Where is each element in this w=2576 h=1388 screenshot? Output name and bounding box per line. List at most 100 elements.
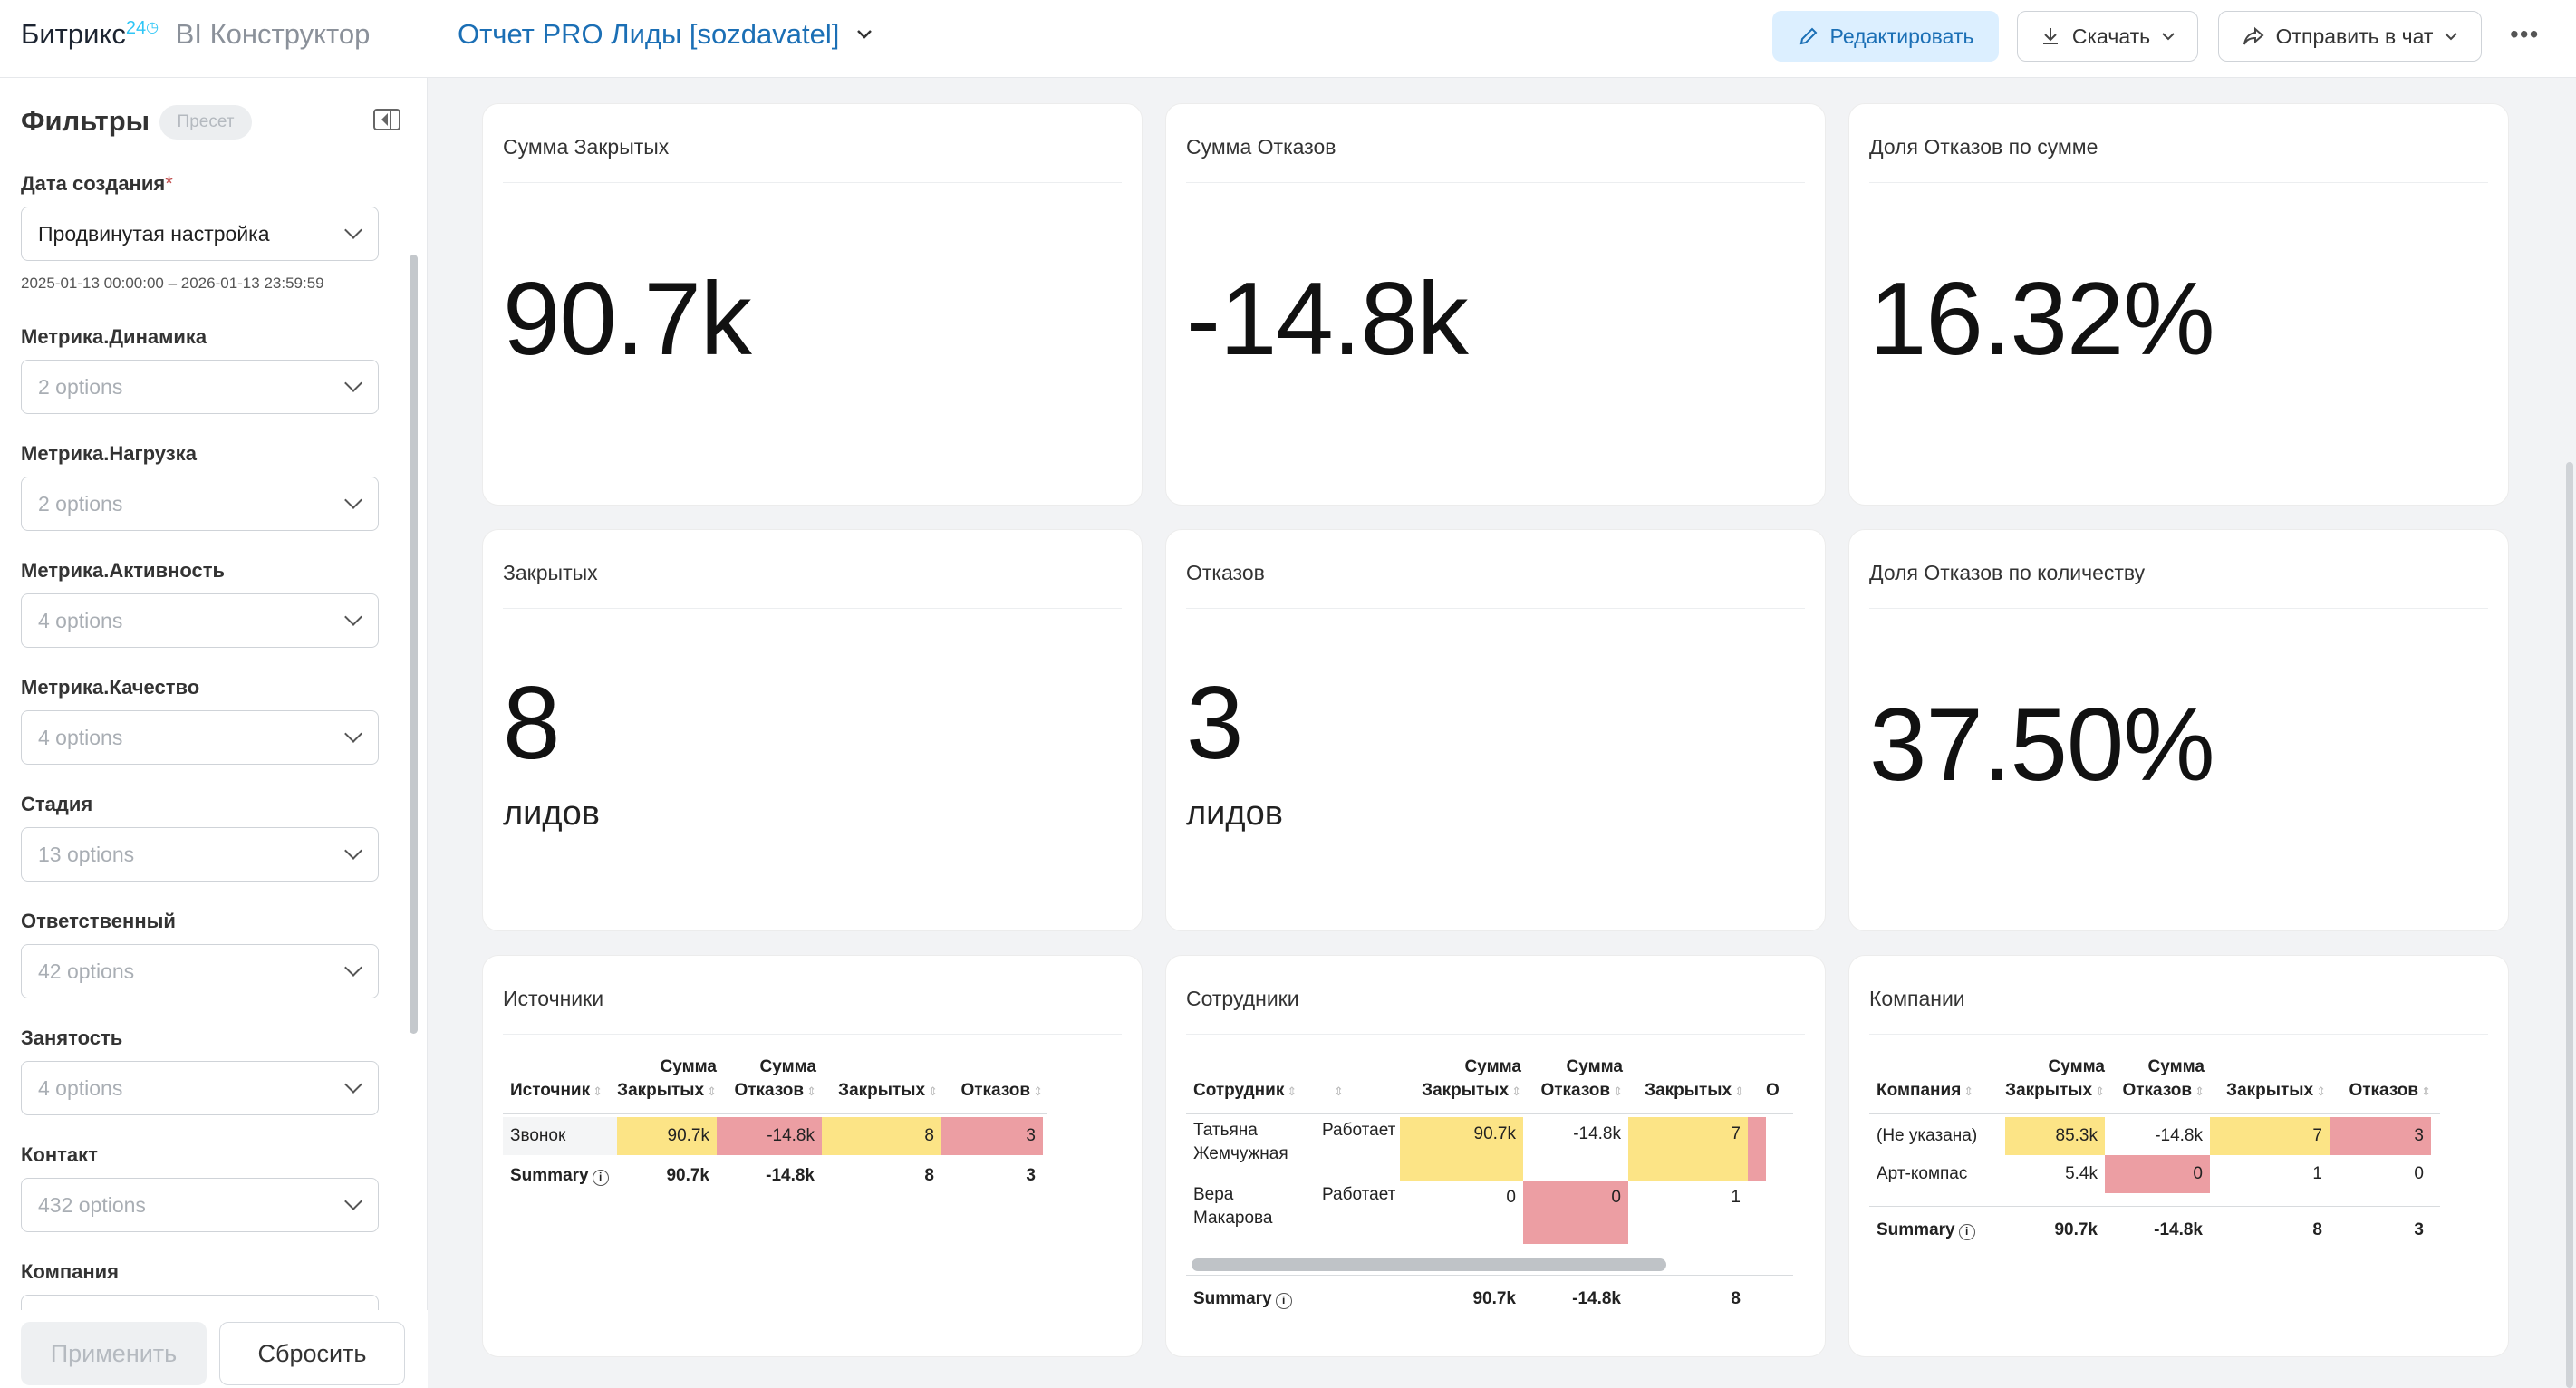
chevron-down-icon (344, 491, 362, 509)
filter-select-activity[interactable]: 4 options (21, 593, 379, 648)
share-arrow-icon (2243, 26, 2264, 45)
card-title: Источники (503, 987, 604, 1010)
chevron-down-icon (344, 1192, 362, 1210)
table-cell: -14.8k (717, 1117, 822, 1155)
filter-select-dynamics[interactable]: 2 options (21, 360, 379, 414)
column-header[interactable]: Сумма Отказов ⇕ (734, 1057, 816, 1100)
filter-label-quality: Метрика.Качество (21, 676, 200, 699)
table-cell: 0 (1523, 1181, 1628, 1244)
info-icon[interactable]: i (1275, 1293, 1292, 1309)
card-title: Сумма Закрытых (503, 135, 670, 159)
kpi-value: 16.32% (1869, 262, 2215, 377)
preset-badge[interactable]: Пресет (159, 105, 252, 140)
content-scrollbar[interactable] (2566, 462, 2573, 1388)
column-header[interactable]: Сумма Закрытых ⇕ (1422, 1057, 1521, 1100)
column-header[interactable]: Закрытых ⇕ (838, 1081, 938, 1100)
filter-label-date: Дата создания* (21, 172, 173, 195)
info-icon[interactable]: i (1958, 1224, 1975, 1240)
filter-select-contact[interactable]: 432 options (21, 1178, 379, 1232)
filter-select-quality[interactable]: 4 options (21, 710, 379, 765)
table-cell: 90.7k (1400, 1117, 1523, 1181)
column-header[interactable]: ⇕ (1334, 1084, 1344, 1098)
filter-label-activity: Метрика.Активность (21, 559, 226, 582)
more-options-icon[interactable]: ••• (2510, 20, 2540, 48)
send-to-chat-button[interactable]: Отправить в чат (2218, 11, 2482, 62)
filters-sidebar: Фильтры Пресет Дата создания* Продвинута… (0, 78, 428, 1388)
info-icon[interactable]: i (592, 1170, 609, 1186)
table-cell: 8 (822, 1117, 941, 1155)
filter-label-dynamics: Метрика.Динамика (21, 325, 207, 348)
dashboard-title-dropdown[interactable]: Отчет PRO Лиды [sozdavatel] (458, 18, 873, 51)
filter-select-stage[interactable]: 13 options (21, 827, 379, 882)
horizontal-scrollbar[interactable] (1192, 1258, 1666, 1271)
brand-logo[interactable]: Битрикс24◷ BI Конструктор (21, 18, 370, 51)
card-title: Доля Отказов по сумме (1869, 135, 2098, 159)
summary-cell: 90.7k (2054, 1220, 2098, 1239)
column-header[interactable]: Сотрудник ⇕ (1193, 1081, 1298, 1100)
column-header[interactable]: Закрытых ⇕ (2226, 1081, 2326, 1100)
summary-cell: 8 (2312, 1220, 2322, 1239)
column-header[interactable]: Отказов ⇕ (2349, 1081, 2431, 1100)
chevron-down-icon (857, 30, 873, 39)
divider (1869, 1206, 2440, 1207)
table-cell: 3 (941, 1117, 1043, 1155)
table-cell: Работает (1322, 1121, 1396, 1140)
sidebar-scrollbar[interactable] (410, 255, 418, 1034)
summary-cell: 8 (924, 1166, 934, 1185)
filter-label-load: Метрика.Нагрузка (21, 442, 197, 465)
summary-cell: Summary i (1186, 1280, 1313, 1318)
column-header[interactable]: Сумма Закрытых ⇕ (2005, 1057, 2105, 1100)
table-cell: Работает (1322, 1185, 1396, 1204)
filter-select-employment[interactable]: 4 options (21, 1061, 379, 1115)
divider (503, 182, 1122, 183)
divider (503, 608, 1122, 609)
summary-cell: -14.8k (766, 1166, 815, 1185)
filter-select-load[interactable]: 2 options (21, 477, 379, 531)
filters-title: Фильтры (21, 105, 150, 137)
filter-label-stage: Стадия (21, 793, 93, 815)
card-title: Доля Отказов по количеству (1869, 561, 2146, 584)
brand-name: Битрикс (21, 18, 126, 50)
edit-button[interactable]: Редактировать (1772, 11, 1999, 62)
chevron-down-icon (2162, 33, 2175, 41)
filter-label-employment: Занятость (21, 1027, 123, 1049)
collapse-sidebar-icon[interactable] (373, 109, 400, 130)
column-header[interactable]: О (1766, 1081, 1780, 1100)
download-button[interactable]: Скачать (2017, 11, 2198, 62)
kpi-card-rejected-sum: Сумма Отказов -14.8k (1165, 103, 1826, 506)
column-header[interactable]: Компания ⇕ (1877, 1081, 1974, 1100)
kpi-unit: лидов (503, 795, 600, 833)
table-cell: 0 (1506, 1188, 1516, 1207)
table-cell: Татьяна Жемчужная (1193, 1121, 1288, 1163)
kpi-card-closed-sum: Сумма Закрытых 90.7k (482, 103, 1143, 506)
table-cell: 85.3k (2005, 1117, 2105, 1155)
chevron-down-icon (344, 1075, 362, 1094)
divider (503, 1034, 1122, 1035)
filter-select-date[interactable]: Продвинутая настройка (21, 207, 379, 261)
send-label: Отправить в чат (2275, 24, 2434, 48)
chevron-down-icon (2445, 33, 2458, 41)
apply-button[interactable]: Применить (21, 1322, 207, 1385)
reset-button[interactable]: Сбросить (219, 1322, 405, 1385)
summary-cell: 90.7k (1472, 1289, 1516, 1308)
edit-label: Редактировать (1829, 24, 1974, 48)
table-cell: 5.4k (2065, 1164, 2098, 1183)
column-header[interactable]: Источник ⇕ (510, 1081, 603, 1100)
table-cell: 0 (2105, 1155, 2210, 1193)
filter-select-responsible[interactable]: 42 options (21, 944, 379, 998)
column-header[interactable]: Сумма Закрытых ⇕ (617, 1057, 717, 1100)
table-cell: (Не указана) (1877, 1126, 1978, 1145)
column-header[interactable]: Сумма Отказов ⇕ (1540, 1057, 1623, 1100)
kpi-card-reject-share-sum: Доля Отказов по сумме 16.32% (1848, 103, 2509, 506)
brand-number: 24 (125, 18, 147, 38)
table-cell: Арт-компас (1877, 1164, 1968, 1183)
table-cell: 1 (1731, 1188, 1741, 1207)
required-mark: * (165, 172, 173, 195)
summary-cell: -14.8k (2154, 1220, 2203, 1239)
companies-table: Компания ⇕ Сумма Закрытых ⇕ Сумма Отказов ⇕… (1869, 1055, 2476, 1327)
brand-subtitle: BI Конструктор (175, 18, 371, 50)
column-header[interactable]: Отказов ⇕ (960, 1081, 1043, 1100)
column-header[interactable]: Сумма Отказов ⇕ (2122, 1057, 2205, 1100)
column-header[interactable]: Закрытых ⇕ (1645, 1081, 1744, 1100)
card-title: Отказов (1186, 561, 1265, 584)
